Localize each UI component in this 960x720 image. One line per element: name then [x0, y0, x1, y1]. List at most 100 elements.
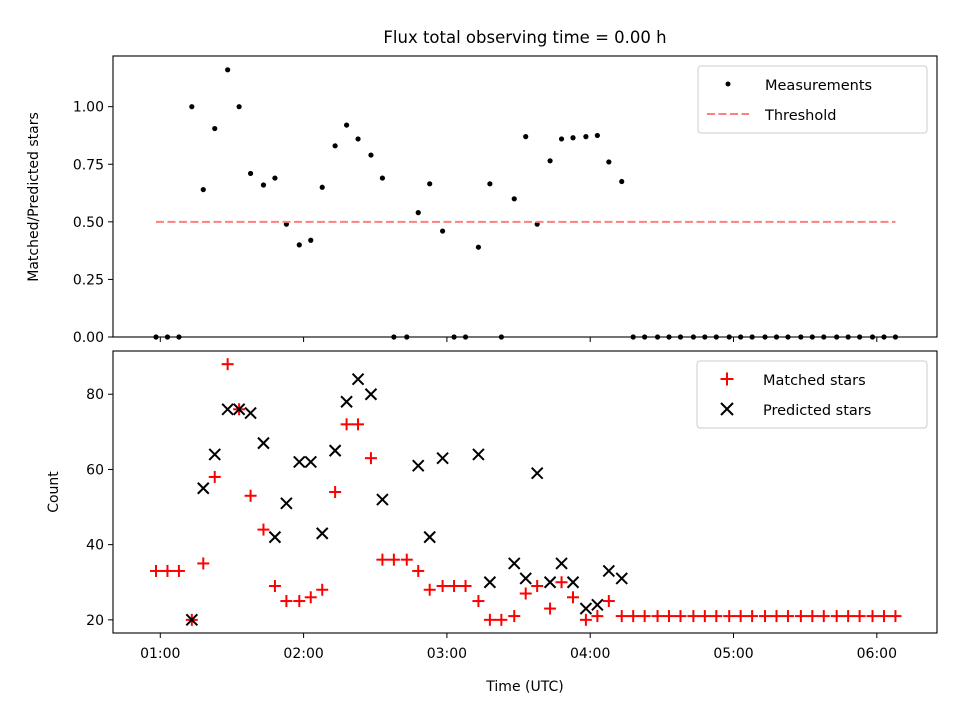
bottom-y-tick-label: 20: [86, 613, 104, 629]
matched-stars-point: [208, 470, 221, 483]
top-y-tick-label: 0.50: [73, 215, 104, 231]
measurement-point: [260, 182, 267, 188]
matched-stars-point: [615, 610, 628, 623]
measurement-point: [606, 159, 612, 165]
measurement-point: [296, 242, 302, 248]
bottom-axes-frame: [112, 350, 938, 634]
measurement-point: [475, 244, 482, 250]
bottom-x-tick-label: 03:00: [427, 646, 467, 662]
measurement-point: [332, 143, 338, 149]
matched-stars-point: [781, 610, 794, 623]
measurement-point: [379, 175, 386, 181]
bottom-y-tick-label: 80: [86, 387, 104, 403]
predicted-stars-point: [615, 572, 628, 585]
measurement-point: [225, 67, 231, 73]
measurement-point: [547, 158, 553, 164]
predicted-stars-point: [423, 530, 436, 544]
top-legend-box: [697, 65, 928, 134]
legend-predicted-marker: [720, 402, 734, 416]
predicted-stars-point: [530, 466, 544, 480]
matched-stars-point: [567, 591, 580, 604]
measurement-point: [355, 136, 361, 142]
matched-stars-point: [687, 610, 700, 623]
measurement-point: [415, 210, 421, 216]
matched-stars-point: [436, 580, 449, 592]
top-x-ticks: [159, 337, 878, 342]
top-y-ticks: 0.00 0.25 0.50 0.75 1.00: [73, 100, 113, 346]
measurement-point: [594, 132, 600, 139]
bottom-x-ticks: 01:00 02:00 03:00 04:00 05:00 06:00: [140, 633, 897, 662]
top-panel: Flux total observing time = 0.00 h 0.00 0…: [26, 28, 938, 346]
matched-stars-point: [794, 610, 807, 623]
predicted-stars-point: [412, 459, 425, 472]
predicted-stars-point: [579, 602, 593, 615]
predicted-stars-point: [508, 557, 521, 570]
measurement-point: [200, 186, 206, 193]
matched-stars-point: [759, 610, 772, 623]
matched-stars-point: [352, 418, 365, 431]
matched-stars-point: [400, 553, 413, 566]
predicted-stars-point: [340, 395, 353, 408]
predicted-stars-point: [268, 530, 282, 544]
measurement-point: [308, 237, 314, 243]
predicted-stars-point: [483, 576, 497, 589]
matched-stars-point: [770, 610, 783, 623]
matched-stars-point: [280, 595, 293, 608]
predicted-stars-point: [519, 572, 532, 585]
top-chart-title: Flux total observing time = 0.00 h: [383, 28, 666, 47]
legend-matched-label: Matched stars: [763, 373, 866, 389]
matched-stars-point: [866, 610, 879, 623]
measurement-point: [558, 136, 565, 142]
bottom-legend-box: [696, 360, 928, 429]
matched-stars-point: [495, 613, 508, 626]
measurement-point: [523, 134, 529, 140]
bottom-x-tick-label: 02:00: [283, 646, 323, 662]
bottom-y-ticks: 20 40 60 80: [86, 387, 113, 629]
matched-stars-point: [172, 564, 185, 577]
predicted-stars-point: [316, 527, 329, 540]
matched-stars-point: [544, 602, 557, 615]
matched-stars-point: [316, 583, 329, 596]
predicted-stars-point: [602, 564, 616, 578]
matched-stars-point: [698, 610, 711, 623]
predicted-stars-point: [293, 455, 306, 469]
measurement-point: [440, 228, 446, 234]
measurement-point: [570, 135, 576, 141]
legend-measurements-marker: [725, 81, 731, 87]
matched-stars-point: [723, 610, 736, 623]
measurement-point: [583, 134, 589, 140]
matched-stars-point: [627, 610, 640, 623]
bottom-x-tick-label: 05:00: [713, 646, 753, 662]
matched-stars-point: [531, 580, 544, 592]
predicted-stars-point: [304, 455, 317, 469]
matched-stars-point: [508, 610, 521, 623]
bottom-y-tick-label: 60: [86, 462, 104, 478]
matched-stars-point: [387, 553, 400, 566]
bottom-y-tick-label: 40: [86, 538, 104, 554]
matched-stars-point: [889, 610, 902, 623]
matched-stars-point: [555, 576, 568, 589]
predicted-stars-point: [376, 493, 389, 506]
bottom-x-tick-label: 04:00: [570, 646, 610, 662]
predicted-stars-point: [555, 557, 568, 570]
measurement-point: [427, 181, 433, 187]
top-y-tick-label: 0.25: [73, 272, 104, 288]
top-y-axis-label: Matched/Predicted stars: [26, 112, 42, 282]
matched-stars-point: [472, 595, 485, 608]
measurement-point: [619, 178, 625, 185]
bottom-marks: [149, 358, 902, 627]
top-y-tick-label: 1.00: [73, 100, 104, 116]
matched-stars-point: [304, 591, 317, 604]
matched-stars-point: [842, 610, 855, 623]
matched-stars-point: [149, 564, 162, 577]
measurement-point: [236, 104, 242, 110]
measurement-point: [343, 122, 350, 128]
matched-stars-point: [459, 580, 472, 592]
matched-stars-point: [161, 564, 174, 577]
top-y-tick-label: 0.00: [73, 330, 104, 346]
measurement-point: [283, 221, 289, 227]
predicted-stars-point: [197, 482, 210, 495]
matched-stars-point: [412, 564, 425, 577]
bottom-x-axis-label: Time (UTC): [485, 679, 563, 695]
matched-stars-point: [268, 580, 281, 592]
